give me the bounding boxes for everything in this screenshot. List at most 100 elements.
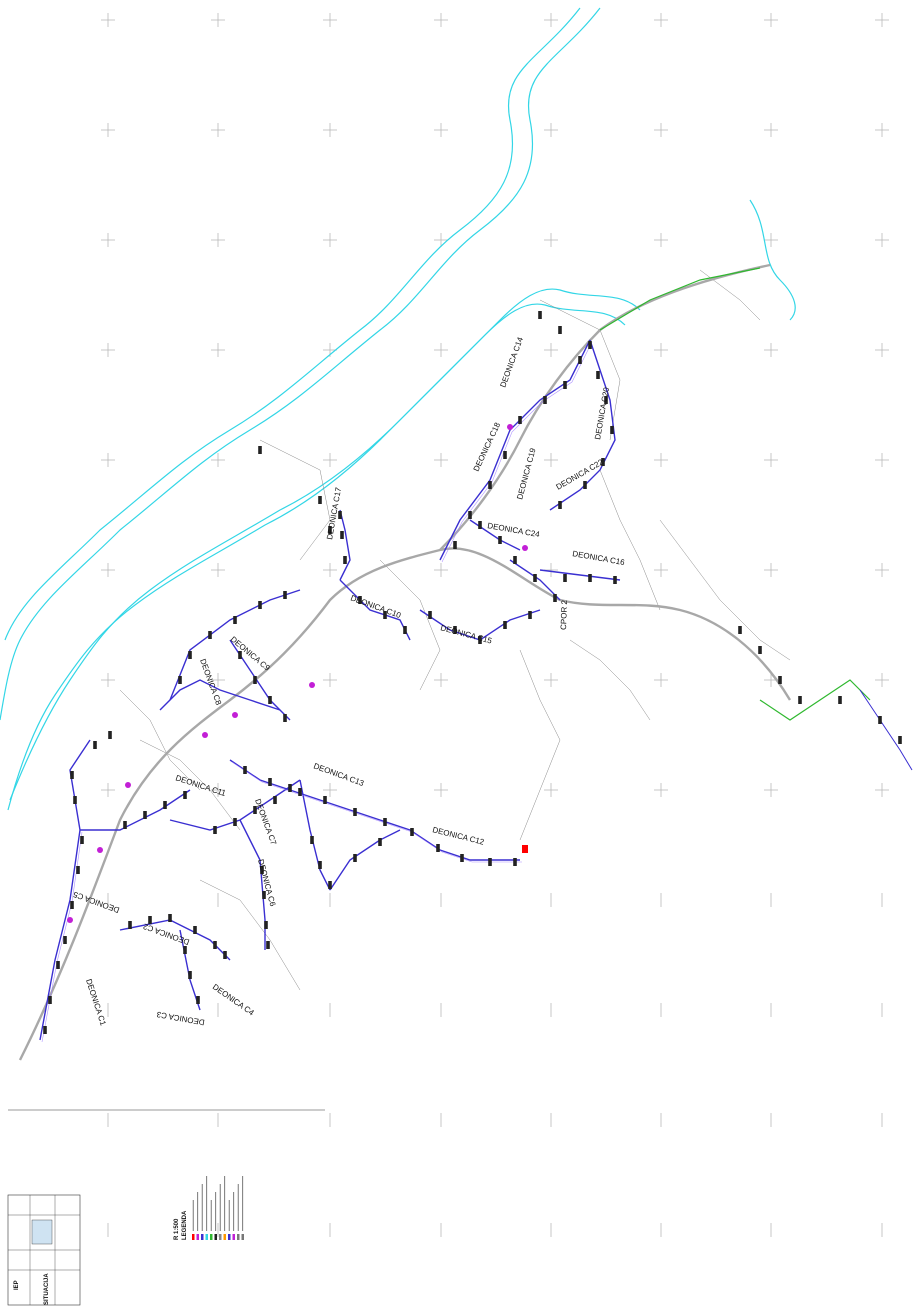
house-block: [558, 326, 562, 334]
house-block: [513, 556, 517, 564]
legend-symbol: [223, 1234, 226, 1240]
house-block: [403, 626, 407, 634]
house-block: [613, 576, 617, 584]
house-block: [343, 556, 347, 564]
house-block: [188, 971, 192, 979]
house-block: [143, 811, 147, 819]
house-block: [553, 594, 557, 602]
house-block: [518, 416, 522, 424]
house-block: [253, 806, 257, 814]
house-block: [583, 481, 587, 489]
label-c6: DEONICA C6: [256, 858, 277, 908]
legend-symbol: [196, 1234, 199, 1240]
house-block: [328, 526, 332, 534]
house-block: [353, 808, 357, 816]
house-block: [264, 921, 268, 929]
legend: R 1:500 LEGENDA: [174, 1176, 244, 1240]
house-block: [898, 736, 902, 744]
house-block: [76, 866, 80, 874]
house-block: [273, 796, 277, 804]
label-c10: DEONICA C10: [349, 593, 402, 620]
house-block: [478, 521, 482, 529]
house-block: [208, 631, 212, 639]
house-block: [323, 796, 327, 804]
house-block: [283, 714, 287, 722]
house-block: [288, 784, 292, 792]
label-c1: DEONICA C1: [84, 978, 108, 1027]
main-road: [18, 263, 792, 1061]
network-nodes: [67, 424, 528, 923]
label-c22: DEONICA C22: [555, 457, 606, 492]
house-block: [213, 941, 217, 949]
house-block: [80, 836, 84, 844]
house-block: [513, 858, 517, 866]
label-c2: DEONICA C2: [142, 921, 191, 946]
house-block: [70, 901, 74, 909]
house-block: [340, 531, 344, 539]
house-block: [383, 611, 387, 619]
legend-symbol: [201, 1234, 204, 1240]
label-c19: DEONICA C19: [515, 447, 538, 501]
house-block: [213, 826, 217, 834]
house-block: [298, 788, 302, 796]
house-block: [48, 996, 52, 1004]
house-block: [353, 854, 357, 862]
coordinate-grid: [101, 13, 889, 1237]
label-c15: DEONICA C15: [439, 623, 493, 646]
svg-text:IEP: IEP: [14, 1280, 20, 1290]
pressure-pipeline: [599, 267, 871, 721]
house-block: [436, 844, 440, 852]
title-block: IEP SITUACIJA: [7, 1194, 81, 1306]
house-block: [453, 541, 457, 549]
label-c20: DEONICA C20: [593, 386, 611, 440]
house-block: [798, 696, 802, 704]
house-block: [838, 696, 842, 704]
house-block: [128, 921, 132, 929]
house-block: [588, 341, 592, 349]
house-block: [488, 858, 492, 866]
house-block: [533, 574, 537, 582]
house-block: [233, 616, 237, 624]
house-block: [43, 1026, 47, 1034]
legend-title: LEGENDA: [182, 1210, 188, 1240]
house-block: [123, 821, 127, 829]
label-c3: DEONICA C3: [156, 1010, 206, 1027]
house-block: [268, 696, 272, 704]
house-block: [73, 796, 77, 804]
house-block: [93, 741, 97, 749]
house-block: [148, 916, 152, 924]
house-block: [578, 356, 582, 364]
house-block: [238, 651, 242, 659]
label-c5: DEONICA C5: [72, 889, 121, 914]
house-block: [108, 731, 112, 739]
house-block: [196, 996, 200, 1004]
house-block: [543, 396, 547, 404]
label-c8: DEONICA C8: [198, 658, 223, 707]
svg-text:SITUACIJA: SITUACIJA: [44, 1273, 50, 1305]
house-block: [758, 646, 762, 654]
outlet-marker: [522, 845, 528, 853]
house-connections: [43, 311, 902, 1034]
legend-symbol: [205, 1234, 208, 1240]
title-block-logo: IEP: [14, 1280, 20, 1290]
house-block: [358, 596, 362, 604]
title-block-title: SITUACIJA: [44, 1273, 50, 1305]
legend-symbol: [241, 1234, 244, 1240]
label-c12: DEONICA C12: [432, 825, 486, 847]
house-block: [268, 778, 272, 786]
pipeline-east: [859, 689, 913, 771]
house-block: [478, 636, 482, 644]
house-block: [188, 651, 192, 659]
label-c16: DEONICA C16: [572, 549, 626, 567]
house-block: [258, 446, 262, 454]
house-block: [503, 451, 507, 459]
house-block: [56, 961, 60, 969]
house-block: [168, 914, 172, 922]
house-block: [183, 946, 187, 954]
house-block: [528, 611, 532, 619]
house-block: [260, 866, 264, 874]
legend-symbol: [214, 1234, 217, 1240]
legend-symbol: [210, 1234, 213, 1240]
house-block: [596, 371, 600, 379]
house-block: [878, 716, 882, 724]
